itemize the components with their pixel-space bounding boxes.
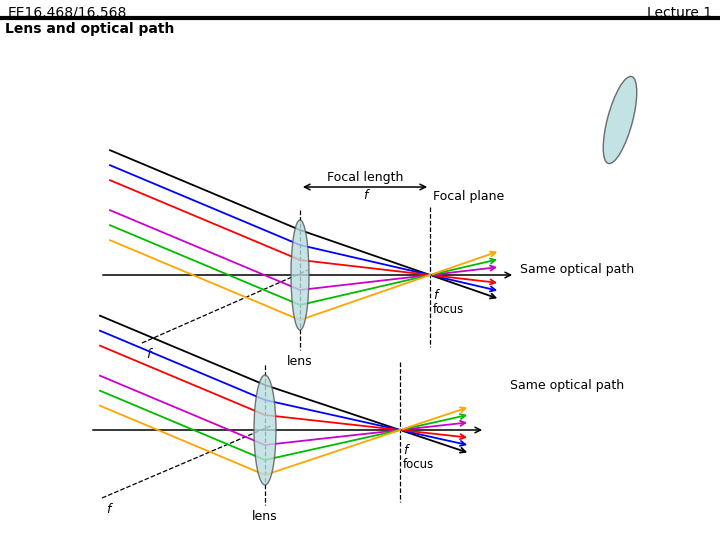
Text: focus: focus <box>403 458 434 471</box>
Text: Focal length: Focal length <box>327 171 403 184</box>
Text: focus: focus <box>433 303 464 316</box>
Text: f: f <box>433 289 437 302</box>
Text: f: f <box>106 503 110 516</box>
Ellipse shape <box>254 375 276 485</box>
Text: EE16.468/16.568: EE16.468/16.568 <box>8 6 127 20</box>
Text: Same optical path: Same optical path <box>520 264 634 276</box>
Text: f: f <box>146 348 150 361</box>
Text: Focal plane: Focal plane <box>433 190 504 203</box>
Text: Lens and optical path: Lens and optical path <box>5 22 174 36</box>
Text: Lecture 1: Lecture 1 <box>647 6 712 20</box>
Text: lens: lens <box>287 355 312 368</box>
Text: f: f <box>403 444 408 457</box>
Ellipse shape <box>603 77 636 164</box>
Ellipse shape <box>291 220 309 330</box>
Text: Same optical path: Same optical path <box>510 379 624 392</box>
Text: f: f <box>363 189 367 202</box>
Text: lens: lens <box>252 510 278 523</box>
